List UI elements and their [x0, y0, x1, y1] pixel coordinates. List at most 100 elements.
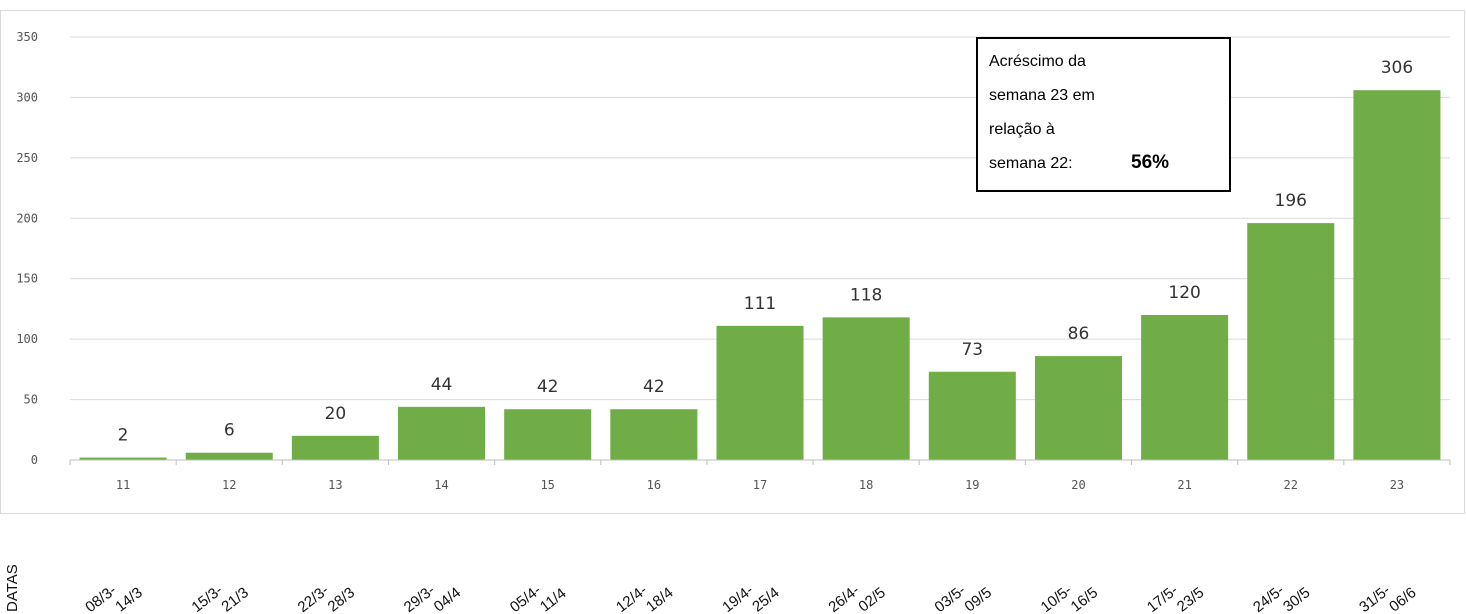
date-label: 15/3-21/3: [188, 582, 251, 614]
y-tick-label: 50: [24, 393, 38, 407]
x-axis-ticks: 11 12 13 14 15 16 17 18 19 20 21 22 23: [69, 460, 1451, 492]
x-tick-label: 16: [647, 478, 661, 492]
date-label-start: 26/4-: [825, 582, 862, 614]
y-tick-label: 300: [16, 90, 38, 104]
date-label-start: 29/3-: [401, 582, 438, 614]
date-labels: 08/3-14/3 15/3-21/3 22/3-28/3 29/3-04/4 05/4…: [82, 582, 1419, 614]
bars: [79, 90, 1441, 461]
bar: [928, 371, 1016, 460]
date-label-end: 28/3: [325, 584, 358, 614]
data-label: 73: [961, 340, 983, 360]
date-label-end: 23/5: [1174, 584, 1207, 614]
date-label-start: 19/4-: [719, 582, 756, 614]
bar: [1247, 223, 1335, 460]
date-label: 19/4-25/4: [719, 582, 782, 614]
date-label: 05/4-11/4: [507, 582, 570, 614]
date-label-end: 02/5: [855, 584, 888, 614]
date-label: 17/5-23/5: [1144, 582, 1207, 614]
bar: [185, 452, 273, 460]
x-tick-label: 15: [540, 478, 554, 492]
date-label-end: 21/3: [218, 584, 251, 614]
date-label-end: 16/5: [1068, 584, 1101, 614]
annotation-border: [976, 37, 1231, 192]
annotation-box: Acréscimo da semana 23 em relação à sema…: [976, 37, 1231, 192]
bar: [822, 317, 910, 460]
annotation-line-2: semana 23 em: [989, 87, 1095, 104]
x-tick-label: 23: [1390, 478, 1404, 492]
annotation-line-3: relação à: [989, 121, 1055, 138]
date-label-end: 14/3: [112, 584, 145, 614]
data-label: 42: [537, 377, 559, 397]
x-axis-title: DATAS: [4, 564, 21, 612]
x-tick-label: 14: [434, 478, 448, 492]
x-tick-label: 20: [1071, 478, 1085, 492]
x-tick-label: 19: [965, 478, 979, 492]
bar: [716, 325, 804, 460]
x-tick-label: 11: [116, 478, 130, 492]
y-tick-label: 250: [16, 151, 38, 165]
date-label-start: 15/3-: [188, 582, 225, 614]
x-tick-label: 22: [1284, 478, 1298, 492]
date-label: 24/5-30/5: [1250, 582, 1313, 614]
data-labels: 2 6 20 44 42 42 111 118 73 86 120 196 306: [118, 58, 1413, 445]
date-label-start: 12/4-: [613, 582, 650, 614]
data-label: 42: [643, 377, 665, 397]
date-label-end: 09/5: [962, 584, 995, 614]
bar: [1353, 90, 1441, 461]
date-label: 29/3-04/4: [401, 582, 464, 614]
data-label: 20: [325, 404, 347, 424]
data-label: 120: [1168, 283, 1200, 303]
date-label: 12/4-18/4: [613, 582, 676, 614]
bar: [398, 406, 486, 460]
bar: [504, 409, 592, 460]
date-label-start: 24/5-: [1250, 582, 1287, 614]
bar: [1141, 314, 1229, 460]
bar: [79, 457, 167, 460]
date-label: 08/3-14/3: [82, 582, 145, 614]
date-label-end: 30/5: [1280, 584, 1313, 614]
bar: [1034, 356, 1122, 460]
date-label-end: 18/4: [643, 584, 676, 614]
date-label-start: 22/3-: [295, 582, 332, 614]
date-label-end: 06/6: [1386, 584, 1419, 614]
y-tick-label: 0: [31, 453, 38, 467]
data-label: 118: [850, 285, 882, 305]
x-tick-label: 18: [859, 478, 873, 492]
data-label: 306: [1381, 58, 1413, 78]
date-label-start: 08/3-: [82, 582, 119, 614]
date-label: 22/3-28/3: [295, 582, 358, 614]
y-tick-label: 350: [16, 30, 38, 44]
date-label-start: 17/5-: [1144, 582, 1181, 614]
date-label-end: 11/4: [537, 585, 570, 614]
x-tick-label: 17: [753, 478, 767, 492]
y-tick-label: 200: [16, 211, 38, 225]
annotation-line-1: Acréscimo da: [989, 53, 1086, 70]
date-label-start: 10/5-: [1038, 582, 1075, 614]
y-axis-ticks: 0 50 100 150 200 250 300 350: [16, 30, 38, 467]
date-label: 26/4-02/5: [825, 582, 888, 614]
date-label: 10/5-16/5: [1038, 582, 1101, 614]
date-label-start: 31/5-: [1356, 582, 1393, 614]
y-tick-label: 150: [16, 272, 38, 286]
data-label: 196: [1275, 191, 1307, 211]
data-label: 111: [744, 294, 776, 314]
date-label-start: 05/4-: [507, 582, 544, 614]
data-label: 2: [118, 426, 129, 446]
x-tick-label: 13: [328, 478, 342, 492]
date-label-end: 25/4: [749, 584, 782, 614]
data-label: 44: [431, 375, 453, 395]
x-tick-label: 12: [222, 478, 236, 492]
y-tick-label: 100: [16, 332, 38, 346]
bar: [291, 435, 379, 460]
data-label: 86: [1068, 324, 1090, 344]
annotation-line-4: semana 22:: [989, 155, 1073, 172]
date-label: 31/5-06/6: [1356, 582, 1419, 614]
data-label: 6: [224, 421, 235, 441]
date-label-end: 04/4: [431, 584, 464, 614]
annotation-highlight: 56%: [1131, 152, 1169, 173]
date-label-start: 03/5-: [932, 582, 969, 614]
x-tick-label: 21: [1177, 478, 1191, 492]
date-label: 03/5-09/5: [932, 582, 995, 614]
